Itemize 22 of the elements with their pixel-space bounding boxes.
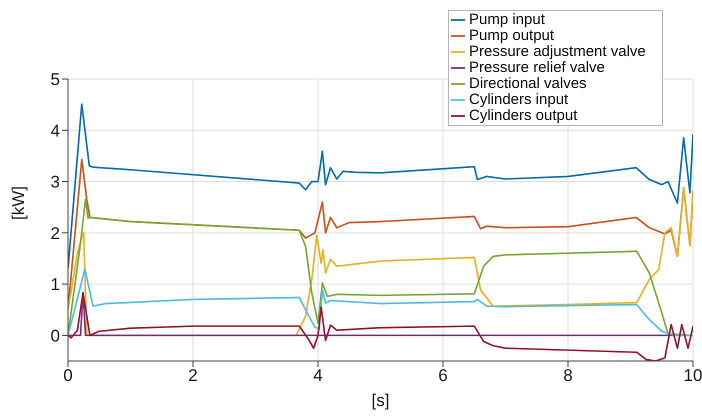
x-tick-label: 10 (684, 366, 702, 386)
legend-label: Cylinders input (469, 91, 568, 108)
y-tick-label: 0 (50, 326, 60, 346)
legend-label: Pressure adjustment valve (469, 43, 646, 60)
x-tick-label: 8 (563, 366, 573, 386)
y-tick-label: 5 (50, 70, 60, 90)
y-tick-label: 1 (50, 275, 60, 294)
x-axis-title: [s] (372, 391, 390, 410)
legend-label: Pump input (469, 11, 545, 28)
legend-label: Cylinders output (469, 107, 578, 124)
x-tick-label: 2 (188, 366, 198, 386)
line-series (68, 268, 693, 336)
legend-label: Pump output (469, 27, 554, 44)
y-axis-title: [kW] (9, 186, 28, 220)
y-tick-label: 3 (50, 172, 60, 192)
x-tick-label: 6 (438, 366, 448, 386)
x-tick-label: 4 (313, 366, 323, 386)
y-tick-label: 4 (50, 121, 60, 140)
legend-label: Directional valves (469, 75, 587, 92)
y-tick-label: 2 (50, 224, 60, 243)
x-tick-label: 0 (63, 366, 73, 386)
legend-label: Pressure relief valve (469, 59, 605, 76)
